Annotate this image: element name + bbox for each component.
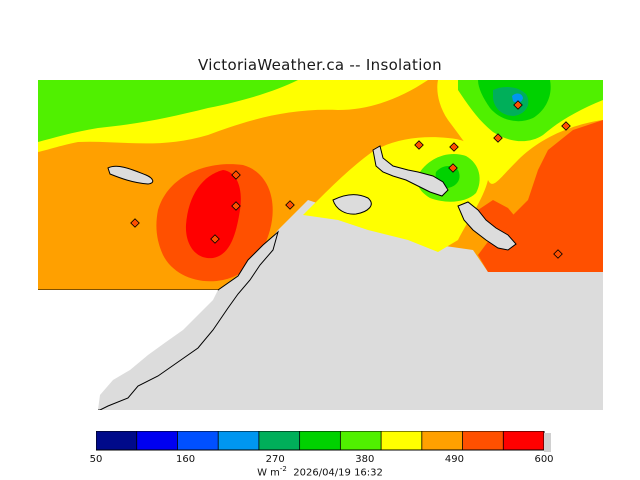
unit-exponent: -2 — [279, 465, 287, 473]
station-marker — [493, 133, 503, 143]
colorbar — [96, 431, 551, 452]
colorbar-swatch — [381, 431, 423, 450]
station-marker — [448, 163, 458, 173]
station-markers — [130, 100, 571, 259]
colorbar-swatch — [258, 431, 301, 450]
station-marker — [285, 200, 295, 210]
colorbar-shadow — [544, 433, 551, 452]
colorbar-swatch — [503, 431, 545, 450]
colorbar-swatch — [421, 431, 464, 450]
station-marker — [210, 234, 220, 244]
coast-saltspring — [332, 194, 372, 215]
colorbar-swatch — [136, 431, 178, 450]
station-marker — [231, 170, 241, 180]
colorbar-swatch — [96, 431, 138, 450]
station-marker — [231, 201, 241, 211]
coast-island-west — [107, 165, 154, 185]
station-marker — [513, 100, 523, 110]
ocean-south — [38, 290, 218, 410]
station-marker — [414, 140, 424, 150]
colorbar-tick-label: 380 — [355, 454, 375, 465]
map-title: VictoriaWeather.ca -- Insolation — [198, 56, 442, 74]
colorbar-swatch — [340, 431, 382, 450]
station-marker — [553, 249, 563, 259]
colorbar-caption: W m-2 2026/04/19 16:32 — [0, 465, 640, 478]
coast-victoria — [457, 201, 517, 251]
unit-label: W m — [257, 467, 280, 479]
contour-blue-northeast — [512, 93, 523, 103]
station-marker — [561, 121, 571, 131]
station-marker — [449, 142, 459, 152]
contour-red-orange-east — [478, 120, 603, 272]
timestamp: 2026/04/19 16:32 — [293, 467, 383, 479]
colorbar-swatch — [462, 431, 504, 450]
colorbar-swatch — [218, 431, 260, 450]
colorbar-swatch — [177, 431, 219, 450]
colorbar-tick-label: 270 — [265, 454, 285, 465]
colorbar-swatch — [299, 431, 341, 450]
colorbar-tick-label: 490 — [444, 454, 464, 465]
contour-red-west — [185, 170, 241, 259]
colorbar-tick-label: 50 — [89, 454, 103, 465]
colorbar-swatches — [96, 431, 545, 450]
contour-green-west — [38, 80, 298, 142]
station-marker — [130, 218, 140, 228]
insolation-map — [38, 80, 603, 410]
colorbar-tick-label: 600 — [534, 454, 554, 465]
colorbar-tick-label: 160 — [176, 454, 196, 465]
coast-saanich — [372, 145, 449, 197]
